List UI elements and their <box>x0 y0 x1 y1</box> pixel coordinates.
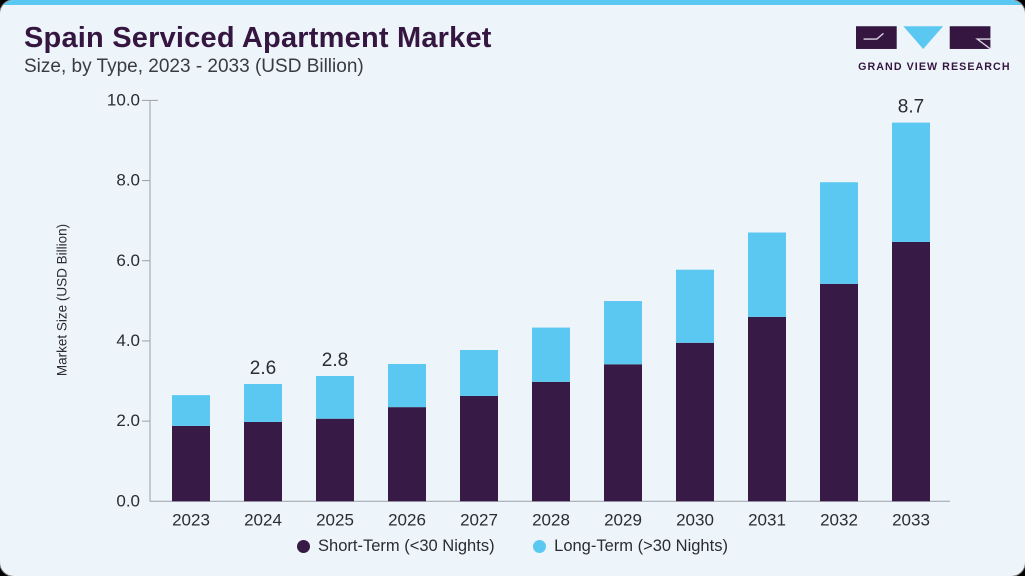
svg-text:2032: 2032 <box>820 510 858 529</box>
svg-text:2029: 2029 <box>604 510 642 529</box>
svg-text:6.0: 6.0 <box>116 251 140 270</box>
svg-text:2.8: 2.8 <box>322 350 348 371</box>
svg-text:2026: 2026 <box>388 510 426 529</box>
svg-text:2031: 2031 <box>748 510 786 529</box>
svg-text:2027: 2027 <box>460 510 498 529</box>
svg-text:2.6: 2.6 <box>250 358 276 379</box>
svg-text:10.0: 10.0 <box>107 90 140 109</box>
svg-text:2028: 2028 <box>532 510 570 529</box>
svg-text:2.0: 2.0 <box>116 411 140 430</box>
svg-text:8.7: 8.7 <box>898 97 924 118</box>
svg-text:2023: 2023 <box>172 510 210 529</box>
svg-text:2030: 2030 <box>676 510 714 529</box>
svg-text:2025: 2025 <box>316 510 354 529</box>
svg-text:2033: 2033 <box>892 510 930 529</box>
svg-text:8.0: 8.0 <box>116 171 140 190</box>
svg-text:4.0: 4.0 <box>116 331 140 350</box>
svg-text:2024: 2024 <box>244 510 282 529</box>
svg-text:0.0: 0.0 <box>116 491 140 510</box>
